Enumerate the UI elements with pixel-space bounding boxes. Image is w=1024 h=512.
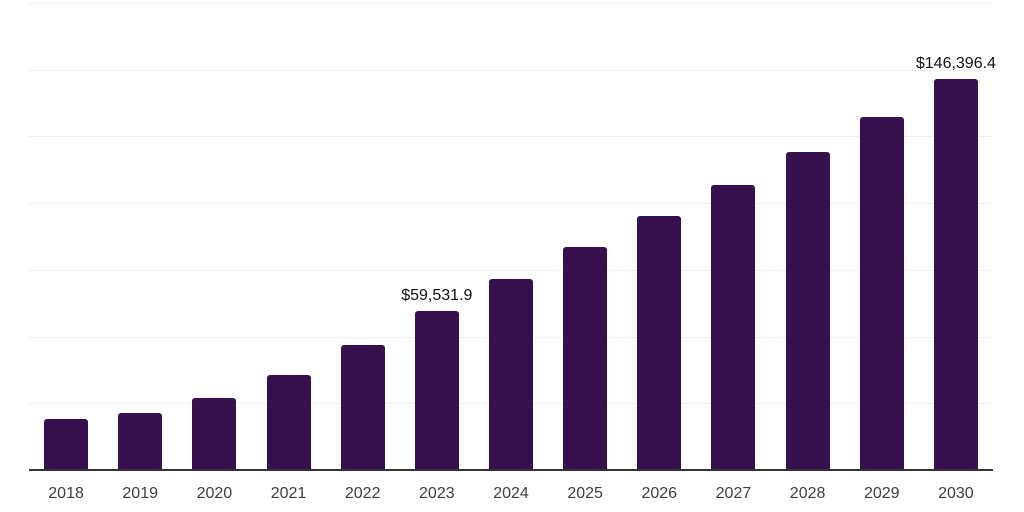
bar-2029 [859, 116, 904, 470]
gridline-75000 [29, 269, 993, 271]
x-tick-2024: 2024 [493, 485, 529, 502]
bar-slot-2030: $146,396.4 [915, 3, 996, 470]
bars-layer: $59,531.9 $146,396.4 [29, 3, 996, 470]
x-tick-2028: 2028 [789, 485, 826, 502]
bar-2030 [933, 79, 978, 470]
bar-2024 [488, 279, 533, 470]
x-tick-2026: 2026 [641, 485, 678, 502]
bar-2022 [340, 345, 385, 470]
bar-slot-2026 [622, 3, 696, 470]
x-tick-2018: 2018 [48, 485, 84, 502]
gridline-175000 [29, 3, 993, 4]
x-axis-line [29, 469, 993, 471]
bar-slot-2024 [474, 3, 548, 470]
bar-slot-2021 [251, 3, 325, 470]
bar-slot-2025 [548, 3, 622, 470]
plot-area: $59,531.9 $146,396.4 [29, 3, 996, 471]
bar-slot-2022 [326, 3, 400, 470]
bar-slot-2019 [103, 3, 177, 470]
bar-2027 [711, 185, 756, 470]
gridline-150000 [29, 69, 993, 71]
bar-2018 [44, 419, 89, 470]
x-tick-2025: 2025 [567, 485, 603, 502]
x-tick-2029: 2029 [863, 485, 900, 502]
bar-slot-2028 [771, 3, 845, 470]
x-tick-2020: 2020 [196, 485, 233, 502]
gridline-100000 [29, 203, 993, 205]
bar-2023 [414, 311, 459, 470]
bar-2028 [785, 151, 830, 470]
x-tick-2023: 2023 [419, 485, 455, 502]
x-tick-2030: 2030 [938, 485, 974, 502]
bar-slot-2029 [845, 3, 919, 470]
bar-2019 [118, 413, 163, 470]
x-tick-2027: 2027 [715, 485, 752, 502]
bar-slot-2023: $59,531.9 [400, 3, 474, 470]
bar-2026 [637, 216, 682, 470]
bar-value-label-2023: $59,531.9 [401, 287, 473, 305]
gridline-125000 [29, 136, 993, 138]
x-axis-labels: 2018 2019 2020 2021 2022 2023 2024 2025 2026 2027… [29, 484, 993, 504]
bar-2021 [266, 375, 311, 470]
bar-slot-2027 [696, 3, 770, 470]
x-tick-2019: 2019 [122, 485, 158, 502]
x-tick-2021: 2021 [270, 485, 307, 502]
x-tick-2022: 2022 [344, 485, 381, 502]
bar-2025 [563, 247, 608, 470]
bar-2020 [192, 398, 237, 470]
bar-slot-2018 [29, 3, 103, 470]
bar-slot-2020 [177, 3, 251, 470]
bar-value-label-2030: $146,396.4 [915, 55, 996, 73]
